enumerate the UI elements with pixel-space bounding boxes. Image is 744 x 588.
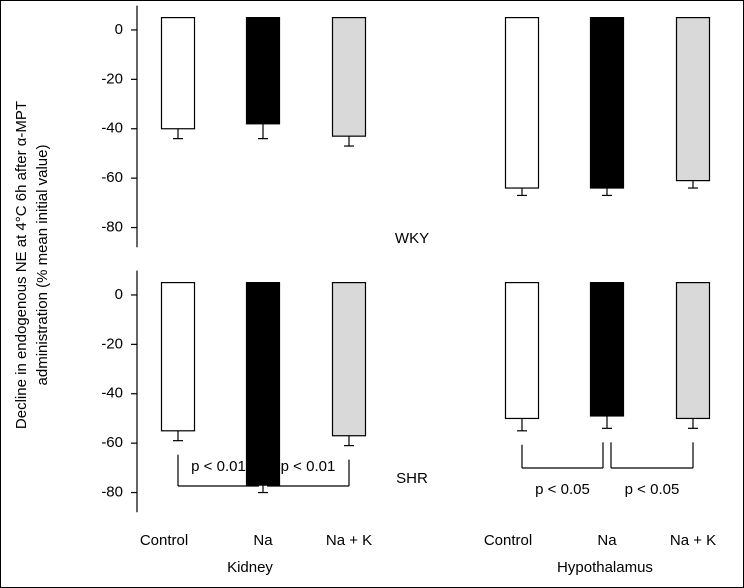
x-tick-label: Na + K: [326, 532, 372, 549]
bar: [675, 17, 711, 182]
y-tick-label: -40: [101, 385, 123, 402]
bar: [160, 17, 196, 130]
y-tick-label: -60: [101, 169, 123, 186]
bar: [331, 282, 367, 437]
annotation: p < 0.05: [625, 481, 680, 498]
x-tick-label: Na: [597, 532, 617, 549]
y-tick-label: -40: [101, 120, 123, 137]
bar: [245, 17, 281, 125]
bar: [675, 282, 711, 420]
y-tick-label: 0: [115, 286, 123, 303]
y-tick-label: -20: [101, 70, 123, 87]
y-axis-label: administration (% mean initial value): [34, 145, 51, 386]
y-axis-label: Decline in endogenous NE at 4°C 6h after…: [13, 101, 30, 429]
annotation: p < 0.01: [191, 458, 246, 475]
bar: [504, 282, 540, 420]
bar: [160, 282, 196, 432]
panel-label: WKY: [395, 230, 429, 247]
x-tick-label: Na + K: [670, 532, 716, 549]
y-tick-label: -80: [101, 219, 123, 236]
panel-label: SHR: [396, 470, 428, 487]
y-tick-label: -20: [101, 335, 123, 352]
y-tick-label: 0: [115, 21, 123, 38]
x-tick-label: Na: [253, 532, 273, 549]
bar: [589, 282, 625, 417]
bar: [245, 282, 281, 486]
bar: [331, 17, 367, 137]
group-label: Kidney: [227, 559, 273, 576]
group-label: Hypothalamus: [557, 559, 653, 576]
annotation: p < 0.01: [281, 458, 336, 475]
annotation: p < 0.05: [535, 481, 590, 498]
y-tick-label: -60: [101, 434, 123, 451]
x-tick-label: Control: [140, 532, 188, 549]
y-tick-label: -80: [101, 484, 123, 501]
bar: [589, 17, 625, 189]
x-tick-label: Control: [484, 532, 532, 549]
bar: [504, 17, 540, 189]
